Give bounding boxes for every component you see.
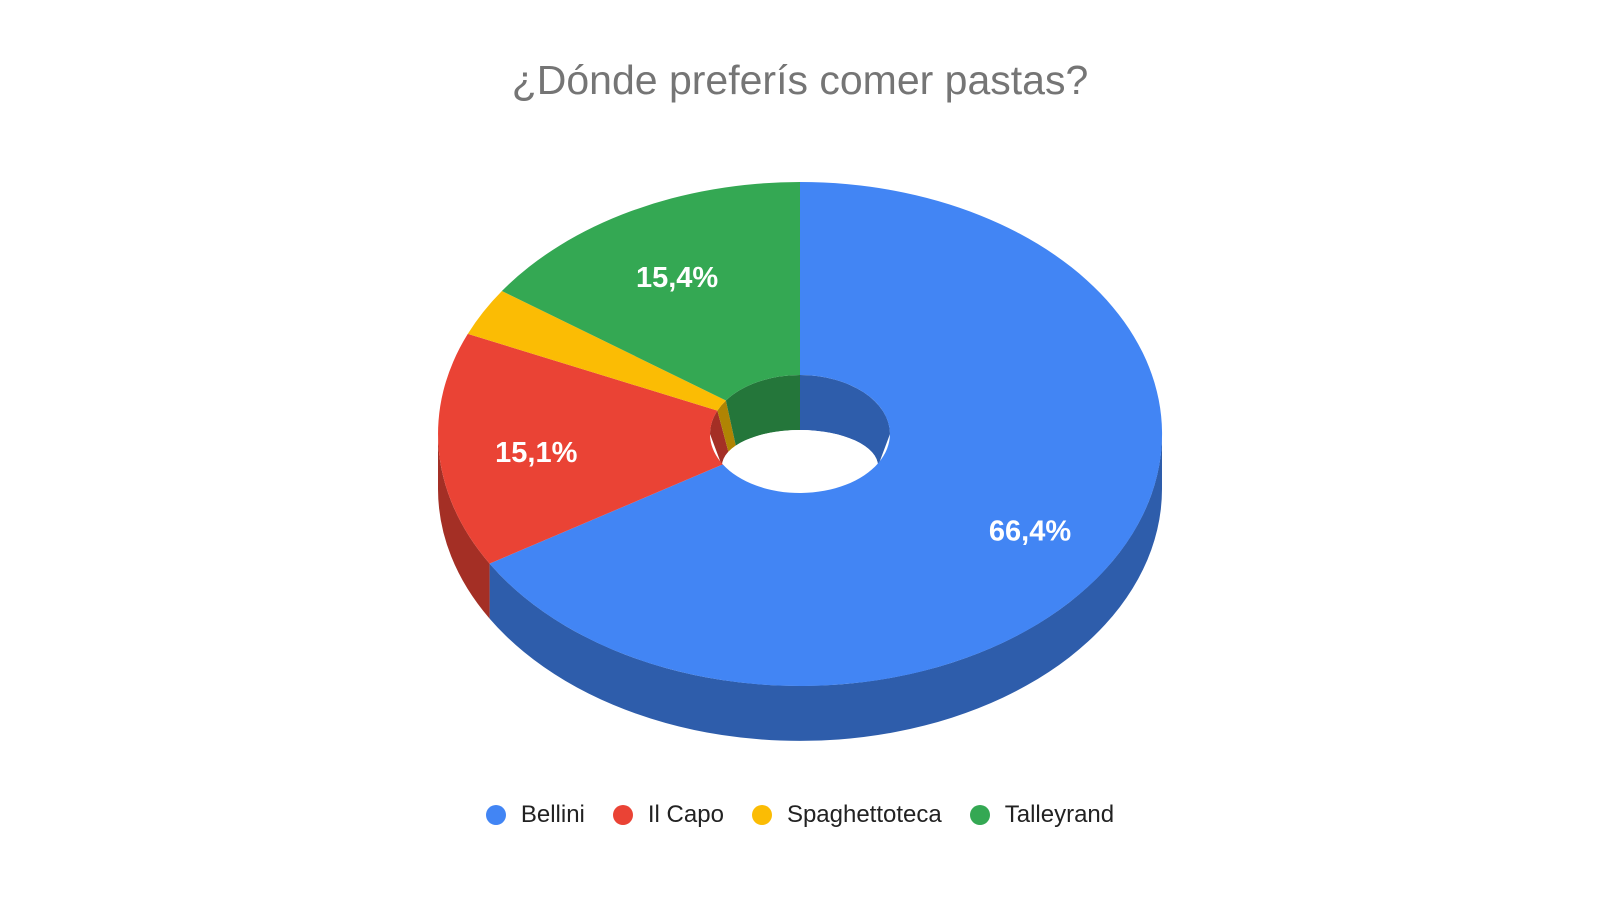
chart-legend: Bellini Il Capo Spaghettoteca Talleyrand <box>0 801 1600 829</box>
pie-slice-rim-il-capo <box>438 434 490 619</box>
slice-labels: 66,4% 15,1% 15,4% <box>495 262 1071 547</box>
hole-wall-il-capo <box>710 410 729 466</box>
chart-title: ¿Dónde preferís comer pastas? <box>511 57 1089 103</box>
legend-item-il-capo[interactable]: Il Capo <box>612 801 724 829</box>
legend-item-talleyrand[interactable]: Talleyrand <box>969 801 1115 829</box>
outer-rims <box>438 434 1163 741</box>
legend-label: Il Capo <box>647 801 724 828</box>
hole-wall-talleyrand <box>725 375 800 446</box>
slice-label-bellini: 66,4% <box>989 516 1071 548</box>
legend-color-dot-bellini <box>485 805 506 825</box>
legend-label: Bellini <box>520 801 585 828</box>
legend-item-bellini[interactable]: Bellini <box>485 801 585 829</box>
pie-slice-talleyrand[interactable] <box>501 182 800 401</box>
slice-label-talleyrand: 15,4% <box>636 262 718 294</box>
pie-slice-il-capo[interactable] <box>438 333 723 564</box>
hole-wall-bellini <box>800 375 890 466</box>
pie-slice-spaghettoteca[interactable] <box>467 291 726 411</box>
legend-color-dot-il-capo <box>612 805 633 825</box>
legend-label: Spaghettoteca <box>786 801 942 828</box>
legend-label: Talleyrand <box>1004 801 1115 828</box>
legend-item-spaghettoteca[interactable]: Spaghettoteca <box>751 801 942 829</box>
pie-top-surfaces <box>438 181 1163 686</box>
pie-slice-bellini[interactable] <box>489 181 1163 686</box>
hole-inner-walls <box>710 375 890 466</box>
hole-wall-spaghettoteca <box>717 400 736 452</box>
pie-slice-rim-bellini <box>489 434 1163 741</box>
legend-color-dot-talleyrand <box>969 805 990 825</box>
slice-label-il-capo: 15,1% <box>495 437 577 469</box>
donut-hole-floor <box>722 430 878 502</box>
legend-color-dot-spaghettoteca <box>751 805 772 825</box>
